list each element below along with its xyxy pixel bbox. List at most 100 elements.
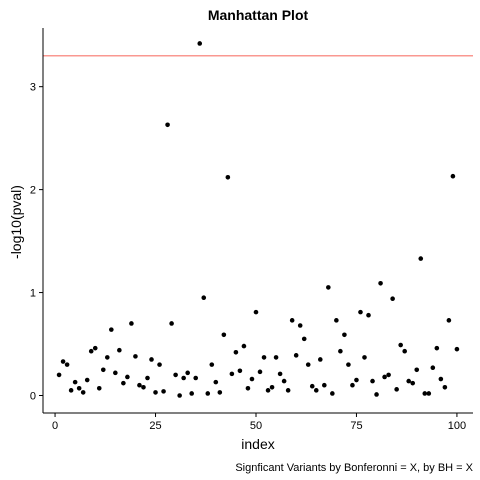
data-point [153, 390, 158, 395]
data-point [346, 362, 351, 367]
data-point [201, 295, 207, 301]
data-point [245, 385, 251, 391]
data-point [189, 391, 194, 396]
data-point [285, 388, 291, 393]
data-point [165, 122, 170, 128]
data-point [253, 309, 259, 315]
data-point [313, 388, 319, 393]
data-point [109, 327, 114, 332]
x-tick-label: 50 [250, 420, 262, 432]
data-point [366, 312, 371, 318]
data-point [92, 345, 98, 351]
data-point [84, 377, 90, 383]
data-point [297, 323, 303, 328]
chart-caption: Signficant Variants by Bonferonni = X, b… [235, 462, 473, 474]
data-point [358, 309, 363, 315]
data-point [322, 382, 327, 388]
data-point [434, 345, 440, 351]
data-point [430, 365, 436, 371]
data-point [177, 393, 182, 398]
data-point [406, 378, 412, 384]
x-axis-ticks: 0 25 50 75 100 [52, 413, 466, 432]
data-point [382, 374, 387, 380]
data-point [330, 391, 335, 396]
data-point [96, 385, 102, 391]
data-point [113, 370, 118, 376]
data-point [362, 355, 367, 360]
data-point [277, 371, 283, 377]
data-point [350, 382, 355, 388]
data-point [418, 256, 424, 261]
data-point [249, 376, 255, 382]
data-point [450, 173, 456, 179]
data-point [233, 349, 239, 355]
data-point [390, 296, 395, 302]
y-axis-label: -log10(pval) [8, 185, 24, 259]
data-point [446, 318, 452, 323]
data-point [317, 357, 323, 362]
data-point [169, 321, 174, 326]
chart-title: Manhattan Plot [208, 7, 309, 23]
data-point [374, 392, 379, 397]
data-point [129, 321, 134, 326]
data-point [334, 318, 339, 323]
data-point [398, 342, 403, 348]
data-point [185, 370, 190, 376]
data-point [117, 347, 122, 353]
data-point [213, 379, 219, 385]
data-point [293, 353, 299, 358]
data-point [80, 390, 86, 395]
data-point [237, 368, 243, 374]
data-point [173, 372, 178, 378]
data-point [100, 367, 106, 373]
y-tick-label: 3 [30, 82, 36, 94]
data-point [289, 318, 295, 323]
data-point [217, 390, 223, 395]
data-point [181, 375, 186, 381]
data-point [269, 384, 275, 390]
data-point [64, 362, 70, 367]
data-point [193, 375, 199, 381]
data-point [88, 348, 94, 354]
data-point [209, 362, 215, 367]
data-point [422, 391, 428, 396]
data-point [241, 343, 247, 349]
data-point [301, 336, 307, 342]
data-points [56, 41, 460, 398]
data-point [326, 285, 331, 290]
data-point [145, 375, 150, 381]
data-point [221, 332, 227, 338]
data-point [60, 359, 66, 364]
data-point [309, 383, 315, 389]
data-point [305, 362, 311, 367]
data-point [68, 388, 74, 393]
data-point [72, 379, 78, 385]
data-point [265, 388, 271, 393]
x-tick-label: 100 [448, 420, 466, 432]
data-point [257, 369, 263, 375]
data-point [157, 362, 162, 367]
data-point [261, 355, 267, 360]
data-point [225, 174, 231, 180]
x-axis-label: index [241, 436, 274, 452]
x-tick-label: 25 [149, 420, 161, 432]
y-tick-label: 0 [30, 391, 36, 403]
data-point [410, 380, 416, 386]
x-tick-label: 0 [52, 420, 58, 432]
data-point [454, 346, 460, 352]
data-point [104, 355, 110, 360]
data-point [354, 377, 359, 383]
data-point [141, 384, 146, 390]
data-point [273, 355, 279, 360]
data-point [394, 387, 399, 392]
data-point [442, 384, 448, 390]
data-point [133, 354, 138, 359]
data-point [378, 280, 383, 286]
data-point [149, 357, 154, 362]
data-point [56, 372, 62, 378]
plot-area [43, 41, 473, 398]
data-point [229, 371, 235, 377]
data-point [414, 367, 420, 373]
data-point [205, 391, 211, 396]
